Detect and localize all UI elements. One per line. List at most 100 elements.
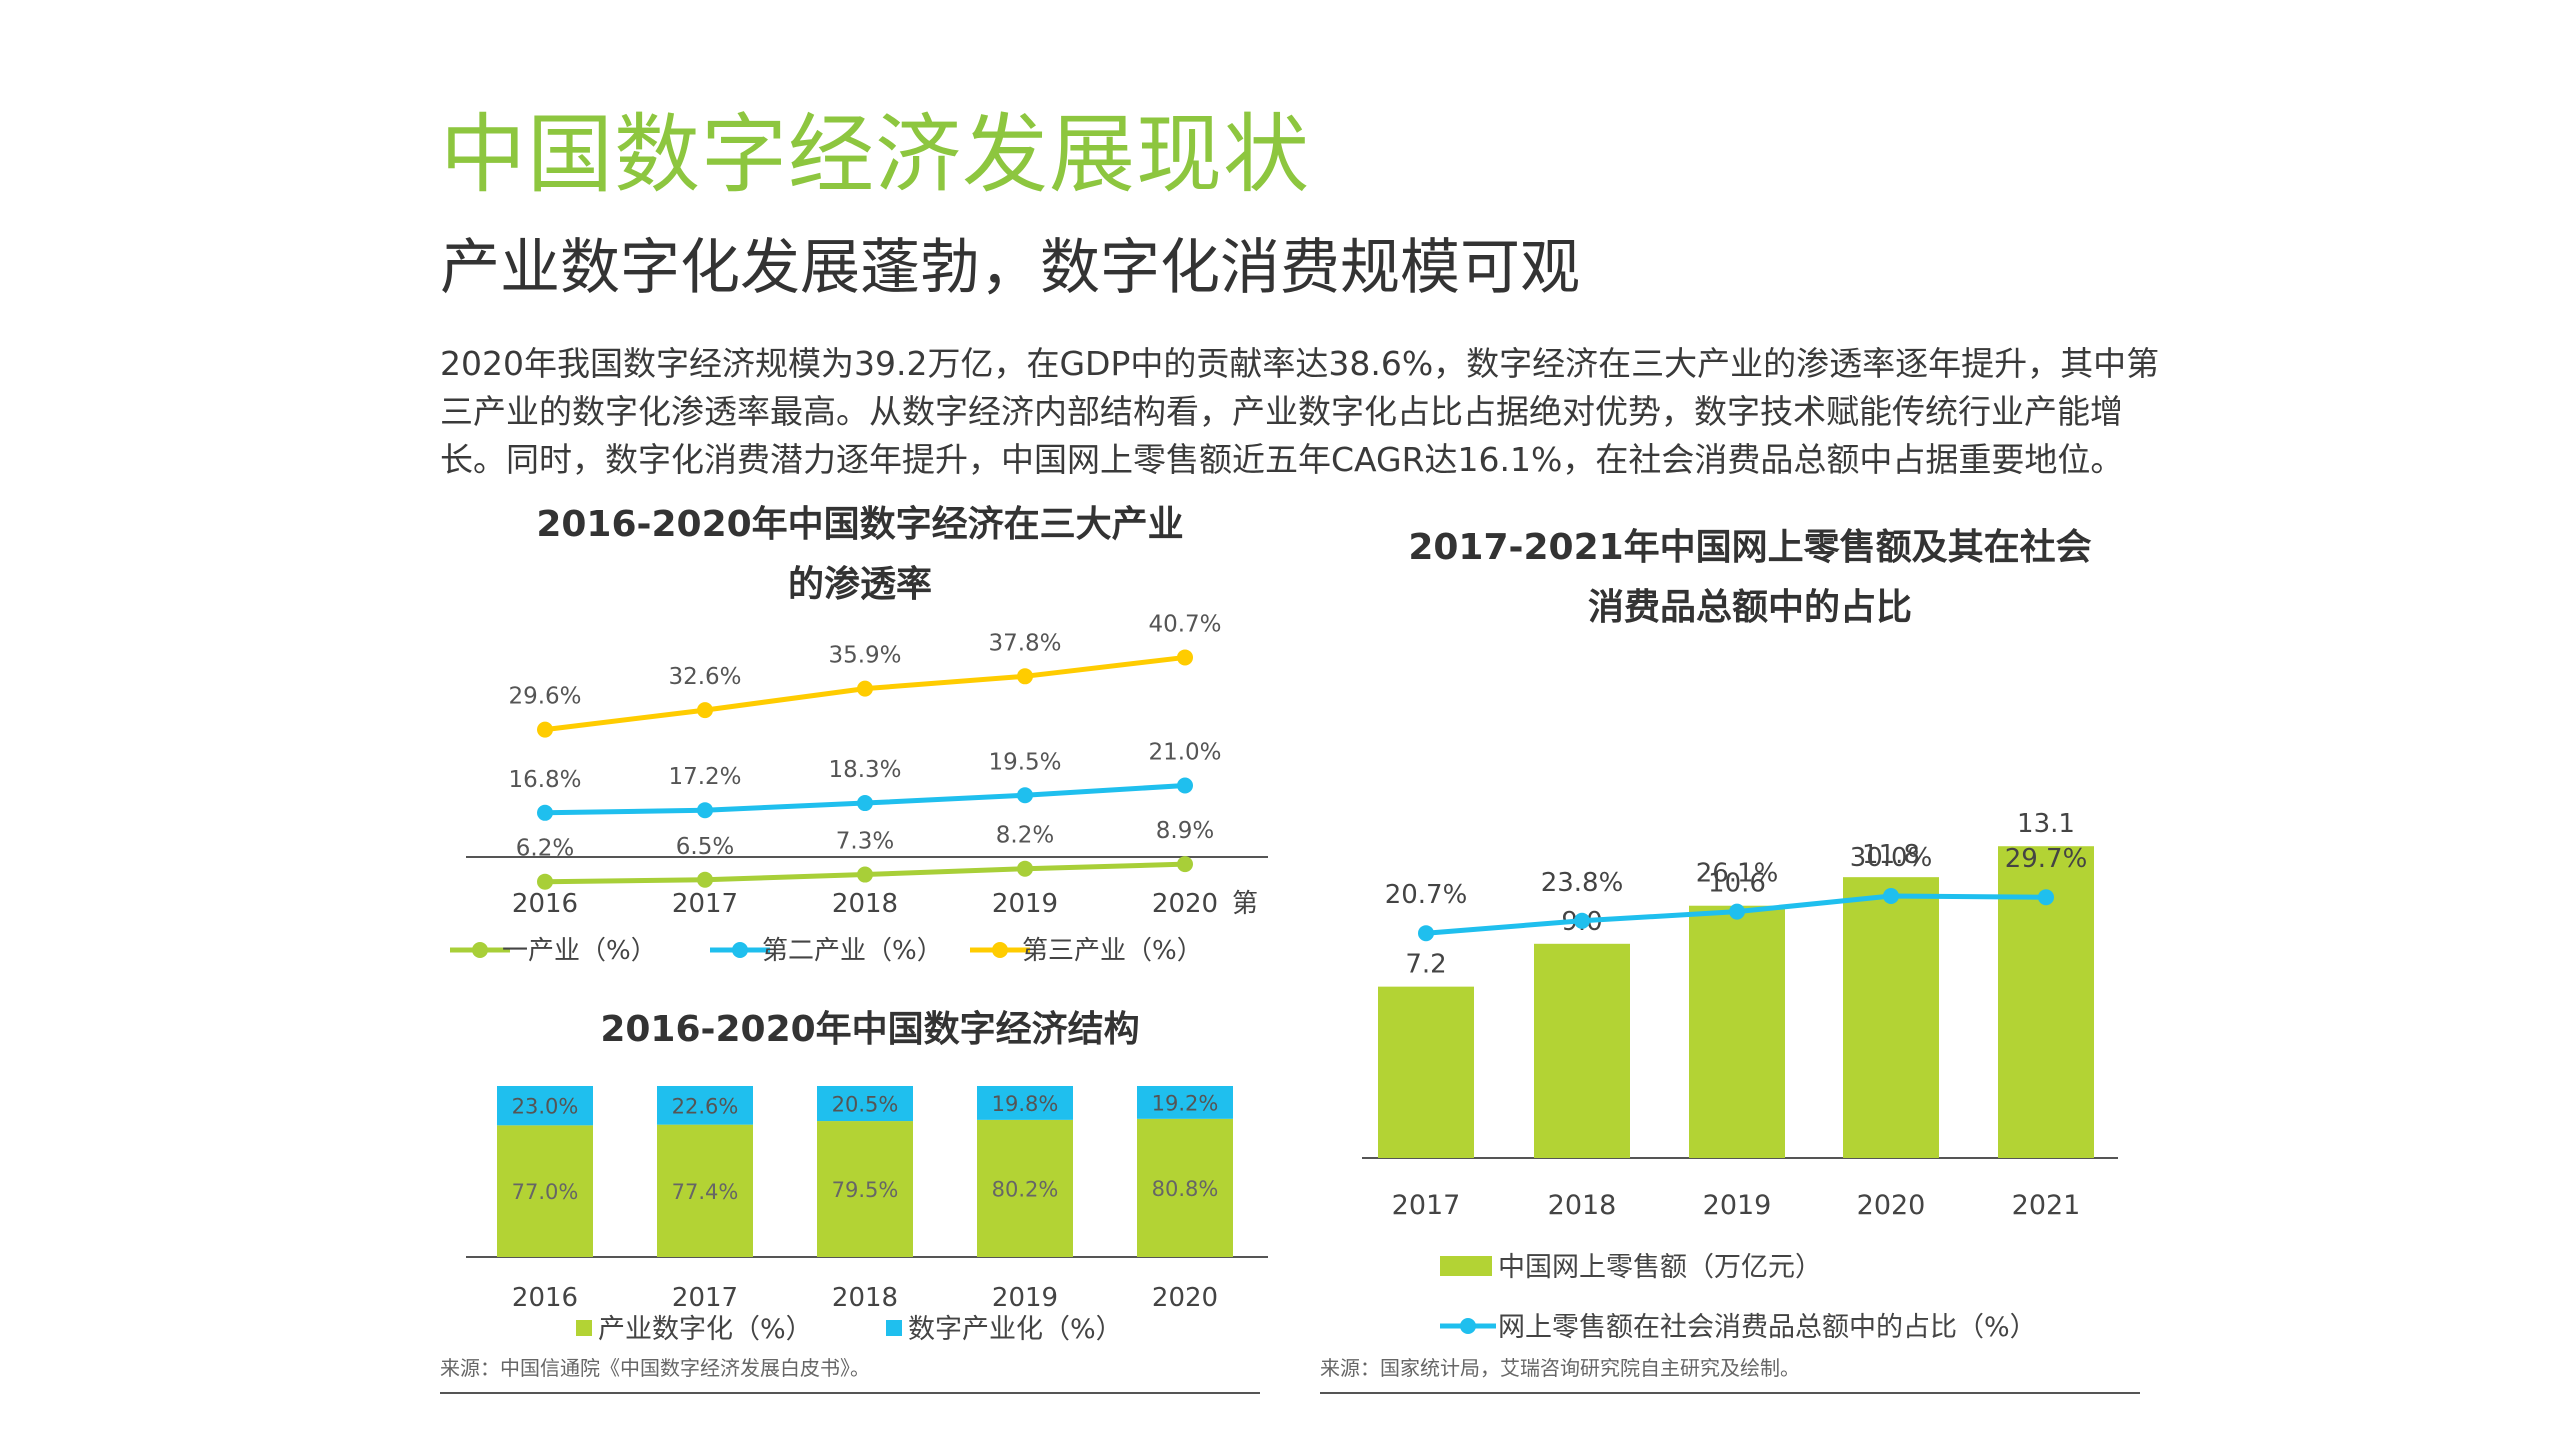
structure-chart: 77.0% 23.0% 2016 77.4% 22.6% 2017 79.5% 20.5% 20… — [466, 1086, 1268, 1345]
data-label: 80.2% — [992, 1177, 1059, 1201]
share-point — [2038, 889, 2054, 906]
data-label: 23.0% — [512, 1095, 579, 1119]
right-bottom-rule — [1320, 1392, 2140, 1394]
x-tick-label: 2017 — [1392, 1190, 1461, 1221]
data-label: 19.8% — [992, 1092, 1059, 1116]
data-label: 40.7% — [1148, 611, 1221, 637]
retail-source-note: 来源：国家统计局，艾瑞咨询研究院自主研究及绘制。 — [1320, 1356, 1800, 1380]
data-label: 18.3% — [828, 757, 901, 783]
data-point — [1017, 668, 1033, 685]
data-point — [1017, 787, 1033, 804]
retail-bar — [1689, 905, 1785, 1158]
bar-segment-digital-industrialization — [497, 1086, 593, 1126]
page-title: 中国数字经济发展现状 — [440, 105, 1310, 205]
page-subtitle: 产业数字化发展蓬勃，数字化消费规模可观 — [440, 233, 1580, 303]
data-label: 22.6% — [672, 1094, 739, 1118]
data-label: 77.0% — [512, 1180, 579, 1204]
data-label: 32.6% — [668, 664, 741, 690]
data-point — [1017, 860, 1033, 877]
x-tick-label: 2016 — [512, 1283, 578, 1313]
share-point — [1418, 925, 1434, 942]
legend-swatch — [576, 1320, 592, 1336]
share-label: 23.8% — [1541, 868, 1624, 898]
data-point — [1177, 649, 1193, 666]
legend-label: 中国网上零售额（万亿元） — [1498, 1252, 1822, 1283]
legend-label: 数字产业化（%） — [908, 1314, 1123, 1345]
x-tick-label: 2019 — [992, 889, 1058, 919]
share-label: 30.0% — [1850, 843, 1933, 873]
summary-paragraph: 2020年我国数字经济规模为39.2万亿，在GDP中的贡献率达38.6%，数字经… — [440, 344, 2160, 479]
retail-bar — [1843, 877, 1939, 1158]
data-label: 35.9% — [828, 643, 901, 669]
data-label: 37.8% — [988, 630, 1061, 656]
bar-segment-industrial-digitization — [497, 1125, 593, 1257]
x-tick-label: 2017 — [672, 1283, 738, 1313]
data-label: 17.2% — [668, 764, 741, 790]
bar-segment-industrial-digitization — [657, 1124, 753, 1257]
x-tick-label: 2020 — [1152, 889, 1218, 919]
legend-label: 产业数字化（%） — [598, 1314, 813, 1345]
legend-marker — [732, 942, 748, 958]
data-label: 80.8% — [1152, 1177, 1219, 1201]
x-tick-label: 2019 — [1703, 1190, 1772, 1221]
bar-segment-industrial-digitization — [817, 1121, 913, 1257]
bar-segment-digital-industrialization — [817, 1086, 913, 1122]
data-point — [1177, 856, 1193, 873]
retail-chart: 7.220179.0201810.6201911.8202013.1202120… — [1362, 809, 2118, 1343]
legend-swatch — [886, 1320, 902, 1336]
legend-label: 第二产业（%） — [762, 936, 943, 966]
retail-chart-title: 2017-2021年中国网上零售额及其在社会消费品总额中的占比 — [1408, 527, 2092, 628]
retail-bar — [1378, 986, 1474, 1158]
data-label: 77.4% — [672, 1180, 739, 1204]
data-label: 7.3% — [836, 829, 894, 855]
share-point — [1883, 888, 1899, 904]
x-tick-label: 2018 — [832, 889, 898, 919]
data-point — [537, 804, 553, 821]
legend-marker — [1460, 1318, 1476, 1334]
structure-source-note: 来源：中国信通院《中国数字经济发展白皮书》。 — [440, 1356, 870, 1380]
bar-value-label: 13.1 — [2017, 809, 2075, 839]
x-tick-label: 2017 — [672, 889, 738, 919]
bar-segment-digital-industrialization — [1137, 1086, 1233, 1119]
x-tick-trailing: 第 — [1232, 889, 1258, 919]
legend-label: 一产业（%） — [502, 936, 657, 966]
legend-marker — [472, 942, 488, 958]
share-label: 20.7% — [1385, 880, 1468, 910]
data-label: 20.5% — [832, 1093, 899, 1117]
data-label: 19.5% — [988, 749, 1061, 775]
data-label: 6.2% — [516, 836, 574, 862]
penetration-chart: 6.2% 6.5% 7.3% 8.2% 8.9% 16.8% 17.2% 18.3% 19.5%… — [450, 611, 1268, 966]
data-point — [857, 866, 873, 883]
data-label: 21.0% — [1148, 740, 1221, 766]
data-point — [857, 795, 873, 812]
data-label: 6.5% — [676, 834, 734, 860]
bar-segment-digital-industrialization — [657, 1086, 753, 1125]
legend-marker — [992, 942, 1008, 958]
x-tick-label: 2020 — [1857, 1190, 1926, 1221]
data-label: 19.2% — [1152, 1091, 1219, 1115]
share-point — [1574, 912, 1590, 929]
x-tick-label: 2019 — [992, 1283, 1058, 1313]
share-point — [1729, 903, 1745, 920]
data-point — [697, 871, 713, 888]
data-label: 29.6% — [508, 684, 581, 710]
legend-swatch — [1440, 1256, 1492, 1276]
data-label: 8.9% — [1156, 818, 1214, 844]
share-label: 26.1% — [1696, 859, 1779, 889]
data-label: 8.2% — [996, 823, 1054, 849]
data-label: 79.5% — [832, 1178, 899, 1202]
legend-label: 第三产业（%） — [1022, 936, 1203, 966]
x-tick-label: 2020 — [1152, 1283, 1218, 1313]
legend-label: 网上零售额在社会消费品总额中的占比（%） — [1498, 1312, 2037, 1343]
data-point — [537, 721, 553, 738]
data-point — [537, 873, 553, 890]
bar-segment-industrial-digitization — [977, 1119, 1073, 1257]
x-tick-label: 2018 — [1548, 1190, 1617, 1221]
data-label: 16.8% — [508, 767, 581, 793]
x-tick-label: 2016 — [512, 889, 578, 919]
data-point — [1177, 777, 1193, 794]
data-point — [857, 680, 873, 697]
x-tick-label: 2021 — [2012, 1190, 2081, 1221]
x-tick-label: 2018 — [832, 1283, 898, 1313]
retail-bar — [1534, 943, 1630, 1158]
